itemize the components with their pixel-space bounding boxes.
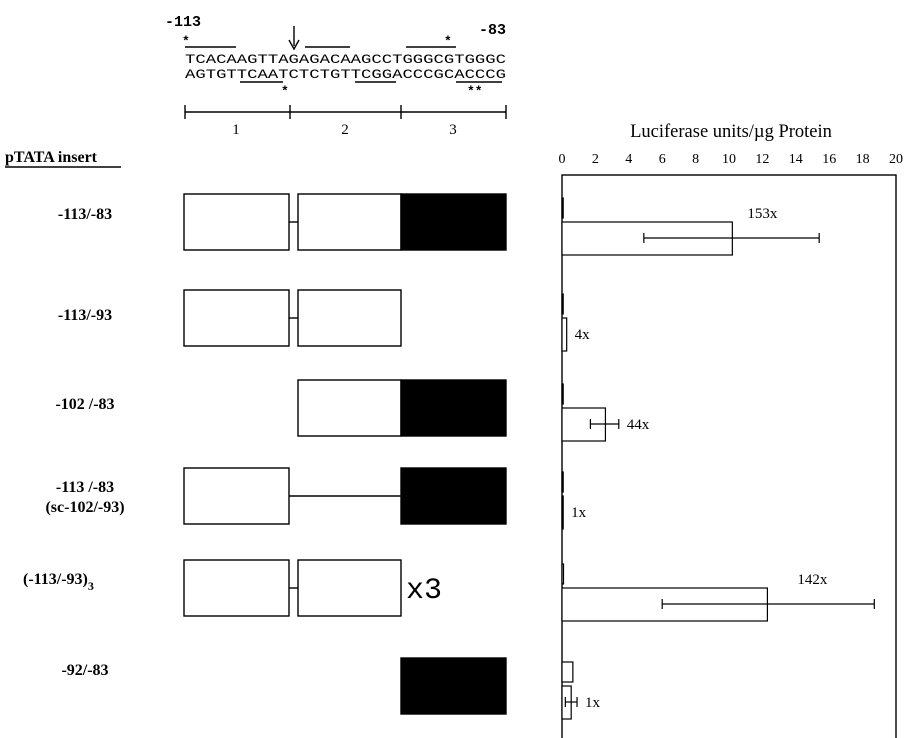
row-label-5-main: (-113/-93) (23, 571, 88, 588)
construct-row-6 (400, 657, 507, 715)
row-label-4: -113 /-83 (56, 479, 114, 496)
plot-frame (561, 174, 897, 738)
row-label-6: -92/-83 (61, 662, 108, 679)
sequence-header: -113 -83 * * TCACAAGTTAGAGACAAGCCTGGGCGT… (165, 14, 507, 138)
x-tick-label-4: 8 (692, 152, 699, 167)
x-tick-label-1: 2 (592, 152, 599, 167)
control-bar-1 (561, 197, 564, 219)
control-bar-4 (561, 471, 564, 493)
block-2 (297, 379, 402, 437)
fold-label-2: 4x (575, 327, 591, 343)
x-tick-label-8: 16 (822, 152, 836, 167)
value-bar-2 (561, 317, 568, 352)
fold-label-5: 142x (797, 572, 828, 588)
insert-header: pTATA insert (5, 149, 98, 166)
bar-group-4: 1x (561, 471, 587, 530)
value-bar-4 (561, 495, 564, 530)
control-bar-3 (561, 383, 564, 405)
row-label-2: -113/-93 (58, 307, 112, 324)
star-top-right: * (444, 34, 452, 49)
top-strand: TCACAAGTTAGAGACAAGCCTGGGCGTGGGC (185, 53, 506, 67)
x-tick-label-6: 12 (755, 152, 769, 167)
construct-row-3 (297, 379, 507, 437)
row-label-4-line2: (sc-102/-93) (45, 499, 124, 516)
x-tick-label-5: 10 (722, 152, 736, 167)
bars: 153x 4x 44x 1x 142x 1x (561, 197, 875, 720)
bottom-strand: AGTGTTCAATCTCTGTTCGGACCCGCACCCG (185, 68, 506, 82)
x-axis-ticks: 0 2 4 6 8 10 12 14 16 18 20 (559, 152, 904, 167)
row-label-3: -102 /-83 (55, 396, 114, 413)
block-2 (297, 559, 402, 617)
block-3-filled (400, 467, 507, 525)
repeat-label: x3 (406, 574, 442, 608)
error-bar-6 (564, 697, 578, 707)
segment-label-3: 3 (449, 122, 457, 138)
block-2 (297, 193, 402, 251)
segment-label-1: 1 (232, 122, 240, 138)
block-3-filled (400, 379, 507, 437)
fold-label-3: 44x (627, 417, 650, 433)
sequence-start-label: -113 (165, 14, 201, 31)
star-bottom-right: ** (467, 84, 483, 99)
arrow-down-icon (288, 26, 300, 51)
block-1 (183, 467, 290, 525)
x-tick-label-7: 14 (789, 152, 803, 167)
bar-group-5: 142x (561, 563, 875, 622)
fold-label-6: 1x (585, 695, 601, 711)
bar-group-2: 4x (561, 293, 591, 352)
x-tick-label-2: 4 (625, 152, 632, 167)
constructs: x3 (183, 193, 507, 715)
block-1 (183, 289, 290, 347)
star-top-left: * (182, 34, 190, 49)
bar-group-3: 44x (561, 383, 650, 442)
row-label-1: -113/-83 (58, 206, 112, 223)
block-2 (297, 289, 402, 347)
segment-ruler (184, 105, 507, 119)
fold-label-1: 153x (747, 206, 778, 222)
construct-row-5: x3 (183, 559, 442, 617)
star-bottom-left: * (281, 84, 289, 99)
sequence-end-label: -83 (479, 22, 506, 39)
error-bar-1 (643, 233, 820, 243)
x-tick-label-0: 0 (559, 152, 566, 167)
error-bar-5 (661, 599, 875, 609)
x-tick-label-9: 18 (856, 152, 870, 167)
construct-row-4 (183, 467, 507, 525)
bar-group-1: 153x (561, 197, 820, 256)
block-3-filled (400, 193, 507, 251)
block-1 (183, 193, 290, 251)
error-bar-3 (589, 419, 620, 429)
bar-group-6: 1x (561, 661, 601, 720)
control-bar-2 (561, 293, 564, 315)
block-3-filled (400, 657, 507, 715)
row-label-5: (-113/-93)3 (23, 571, 94, 593)
x-tick-label-10: 20 (889, 152, 903, 167)
luciferase-chart: Luciferase units/µg Protein 0 2 4 6 8 10 12 14 1… (559, 122, 904, 738)
construct-row-2 (183, 289, 402, 347)
segment-label-2: 2 (341, 122, 349, 138)
control-bar-5 (561, 563, 565, 585)
block-1 (183, 559, 290, 617)
chart-title: Luciferase units/µg Protein (630, 122, 832, 142)
row-label-5-subscript: 3 (88, 579, 94, 593)
control-bar-6 (561, 661, 574, 683)
construct-row-1 (183, 193, 507, 251)
fold-label-4: 1x (571, 505, 587, 521)
x-tick-label-3: 6 (659, 152, 666, 167)
